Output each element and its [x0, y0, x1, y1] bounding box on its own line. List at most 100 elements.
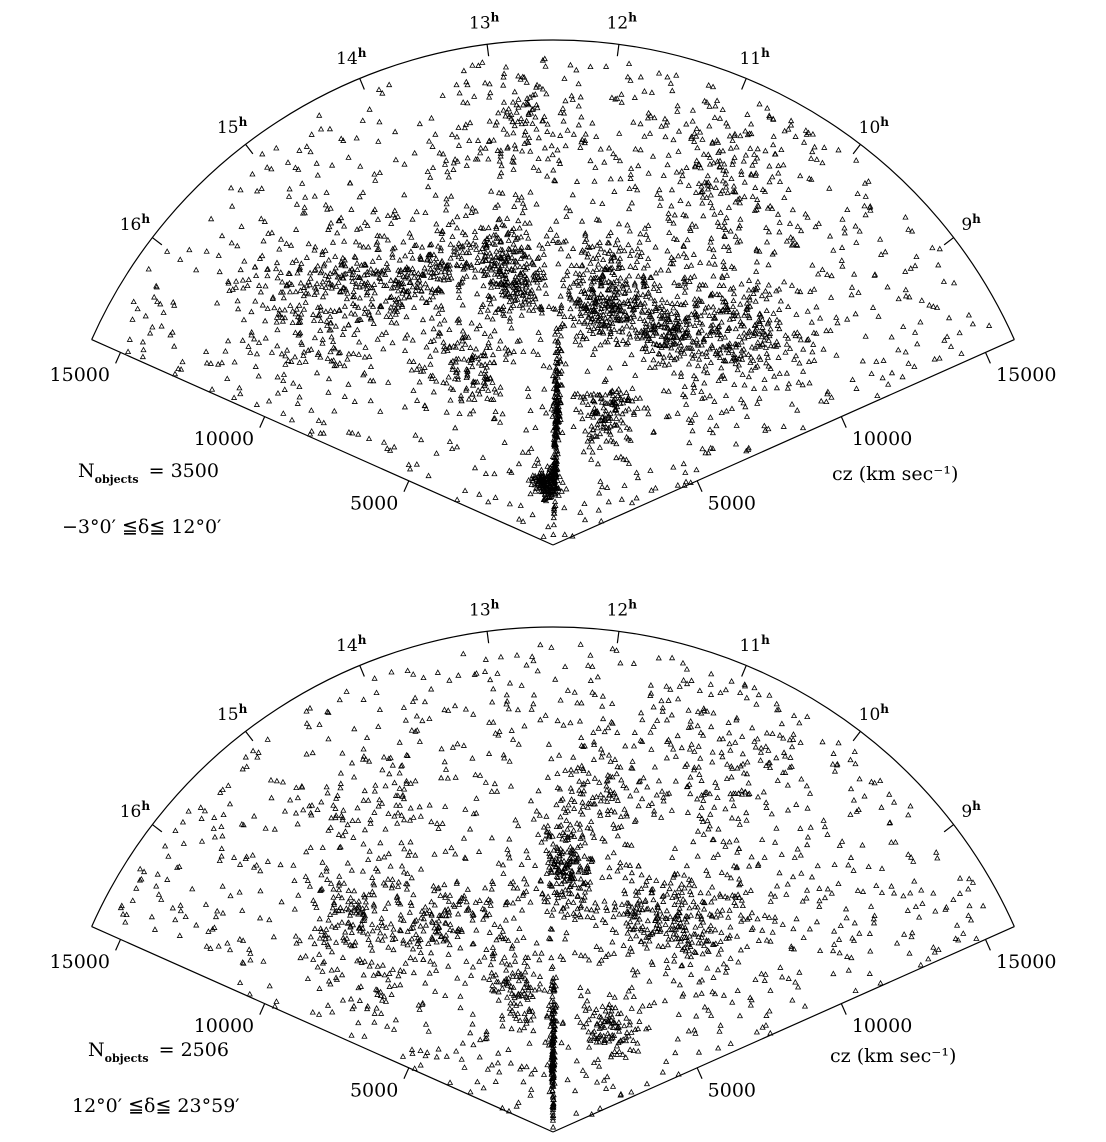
- galaxy-point: [392, 277, 399, 283]
- galaxy-point: [557, 132, 564, 138]
- galaxy-point: [396, 271, 403, 278]
- galaxy-point: [486, 976, 493, 982]
- galaxy-point: [551, 461, 558, 468]
- galaxy-point: [469, 62, 476, 68]
- galaxy-point: [303, 750, 310, 757]
- galaxy-point: [645, 1024, 652, 1031]
- galaxy-point: [526, 1040, 533, 1046]
- galaxy-point: [332, 323, 339, 329]
- galaxy-point: [285, 193, 293, 199]
- galaxy-point: [851, 919, 858, 926]
- galaxy-point: [818, 397, 825, 404]
- galaxy-point: [645, 335, 652, 342]
- galaxy-point: [359, 117, 366, 123]
- galaxy-point: [426, 970, 433, 976]
- galaxy-point: [674, 326, 681, 333]
- galaxy-point: [591, 775, 598, 781]
- galaxy-point: [611, 756, 619, 762]
- galaxy-point: [330, 894, 337, 900]
- galaxy-point: [721, 219, 728, 225]
- galaxy-point: [512, 296, 519, 302]
- galaxy-point: [581, 318, 588, 325]
- galaxy-point: [409, 283, 416, 290]
- galaxy-point: [473, 246, 480, 252]
- galaxy-point: [550, 905, 557, 912]
- galaxy-point: [441, 161, 449, 167]
- galaxy-point: [302, 299, 309, 305]
- galaxy-point: [177, 907, 184, 914]
- galaxy-point: [627, 333, 634, 340]
- galaxy-point: [744, 943, 751, 949]
- galaxy-point: [371, 787, 378, 794]
- galaxy-point: [381, 971, 388, 978]
- galaxy-point: [555, 399, 562, 406]
- ra-tick-15: [245, 143, 254, 155]
- galaxy-point: [481, 382, 488, 389]
- galaxy-point: [754, 400, 761, 406]
- galaxy-point: [296, 147, 303, 153]
- galaxy-point: [680, 243, 687, 250]
- galaxy-point: [767, 890, 775, 897]
- galaxy-point: [774, 322, 781, 328]
- galaxy-point: [735, 845, 742, 851]
- galaxy-point: [280, 410, 287, 416]
- galaxy-point: [596, 489, 603, 496]
- galaxy-point: [193, 921, 200, 928]
- galaxy-point: [427, 261, 434, 267]
- galaxy-point: [657, 342, 664, 348]
- galaxy-point: [522, 128, 529, 134]
- galaxy-point: [842, 905, 850, 912]
- galaxy-point: [562, 360, 569, 367]
- galaxy-point: [785, 975, 792, 981]
- ra-tick-label-15: 15h: [217, 702, 248, 725]
- galaxy-point: [627, 935, 634, 942]
- galaxy-point: [417, 936, 424, 942]
- galaxy-point: [659, 358, 667, 364]
- galaxy-point: [900, 323, 907, 329]
- galaxy-point: [687, 227, 694, 233]
- galaxy-point: [645, 255, 652, 262]
- galaxy-point: [602, 1007, 609, 1014]
- galaxy-point: [280, 377, 287, 384]
- galaxy-point: [499, 291, 506, 298]
- galaxy-point: [808, 176, 815, 182]
- galaxy-point: [464, 371, 471, 377]
- galaxy-point: [389, 966, 396, 972]
- galaxy-point: [547, 226, 554, 232]
- galaxy-point: [523, 1017, 530, 1023]
- galaxy-point: [792, 133, 799, 139]
- radial-tick-label-right-15000: 15000: [996, 364, 1056, 386]
- galaxy-point: [728, 773, 735, 780]
- galaxy-point: [625, 405, 632, 412]
- galaxy-point: [349, 274, 356, 281]
- galaxy-point: [617, 244, 624, 250]
- galaxy-point: [445, 221, 452, 227]
- galaxy-point: [535, 134, 542, 141]
- galaxy-point: [489, 351, 497, 358]
- galaxy-point: [239, 337, 246, 343]
- galaxy-point: [849, 376, 856, 382]
- galaxy-point: [633, 913, 640, 920]
- galaxy-point: [582, 130, 589, 137]
- galaxy-point: [506, 758, 513, 764]
- galaxy-point: [442, 992, 449, 999]
- galaxy-point: [549, 372, 557, 379]
- galaxy-point: [472, 771, 479, 778]
- galaxy-point: [374, 963, 381, 969]
- galaxy-point: [499, 861, 507, 868]
- galaxy-point: [344, 356, 351, 362]
- galaxy-point: [388, 293, 395, 299]
- galaxy-point: [374, 216, 382, 222]
- galaxy-point: [728, 347, 735, 353]
- galaxy-point: [489, 982, 496, 988]
- galaxy-point: [294, 820, 301, 827]
- galaxy-point: [785, 303, 792, 310]
- galaxy-point: [413, 461, 420, 467]
- galaxy-point: [375, 138, 382, 144]
- galaxy-point: [661, 879, 668, 886]
- radial-tick-label-right-5000: 5000: [708, 492, 756, 514]
- galaxy-point: [372, 177, 379, 183]
- galaxy-point: [288, 242, 295, 248]
- galaxy-point: [739, 371, 746, 377]
